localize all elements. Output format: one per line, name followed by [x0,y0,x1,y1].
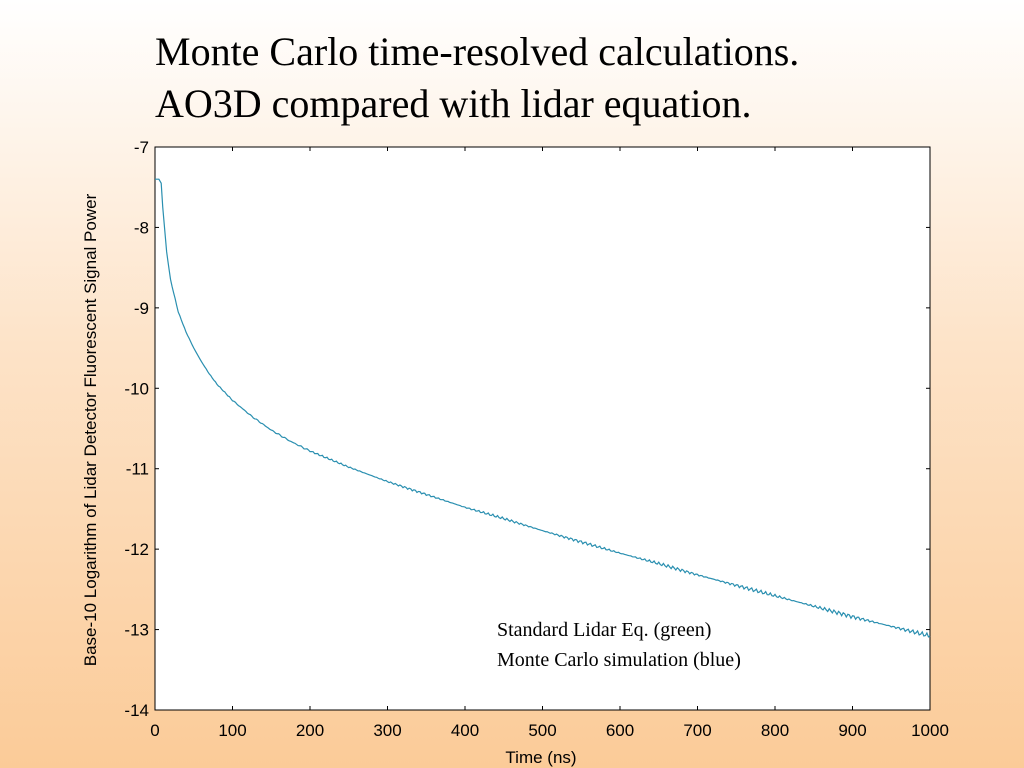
x-tick-label: 900 [838,721,866,740]
y-tick-label: -12 [124,540,149,559]
plot-area [154,146,931,711]
slide-title: Monte Carlo time-resolved calculations. … [155,26,1015,130]
x-tick-label: 700 [683,721,711,740]
y-tick-label: -9 [134,299,149,318]
x-tick-label: 800 [761,721,789,740]
slide-title-line-1: Monte Carlo time-resolved calculations. [155,29,800,74]
x-tick-label: 600 [606,721,634,740]
y-axis: -7 -8 -9 -10 -11 -12 -13 -14 [124,138,930,720]
series-line-monte-carlo [155,178,931,638]
slide-title-line-2: AO3D compared with lidar equation. [155,81,752,126]
y-tick-label: -11 [126,460,149,479]
annotation-standard-lidar: Standard Lidar Eq. (green) [497,619,711,641]
x-axis: 0 100 200 300 400 500 600 700 800 900 1000 [150,147,949,740]
y-axis-label: Base-10 Logarithm of Lidar Detector Fluo… [81,193,100,666]
y-tick-label: -13 [124,621,149,640]
y-tick-label: -10 [124,379,149,398]
y-tick-label: -8 [134,218,149,237]
x-axis-label: Time (ns) [505,748,576,767]
x-tick-label: 400 [451,721,479,740]
x-tick-label: 200 [296,721,324,740]
annotation-monte-carlo: Monte Carlo simulation (blue) [497,649,741,671]
y-tick-label: -7 [134,138,149,157]
x-tick-label: 300 [373,721,401,740]
x-tick-label: 0 [150,721,159,740]
x-tick-label: 500 [528,721,556,740]
x-tick-label: 100 [218,721,246,740]
x-tick-label: 1000 [911,721,949,740]
y-tick-label: -14 [124,701,149,720]
